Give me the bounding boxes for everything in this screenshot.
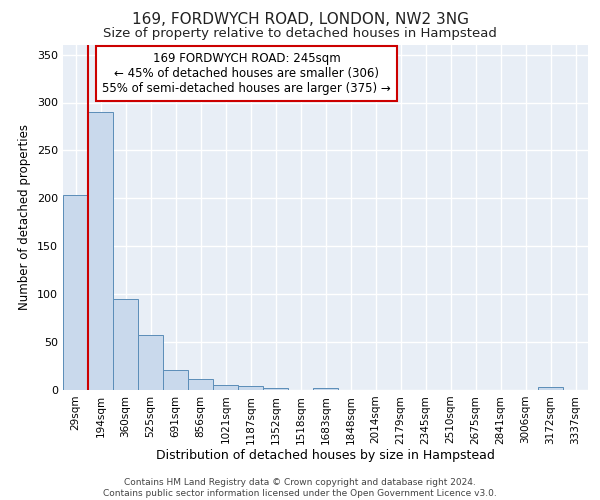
Bar — [188, 378, 213, 390]
Y-axis label: Number of detached properties: Number of detached properties — [19, 124, 31, 310]
Bar — [88, 112, 113, 390]
Bar — [63, 196, 88, 390]
Text: Contains HM Land Registry data © Crown copyright and database right 2024.
Contai: Contains HM Land Registry data © Crown c… — [103, 478, 497, 498]
X-axis label: Distribution of detached houses by size in Hampstead: Distribution of detached houses by size … — [156, 449, 495, 462]
Text: Size of property relative to detached houses in Hampstead: Size of property relative to detached ho… — [103, 28, 497, 40]
Bar — [538, 387, 563, 390]
Bar — [138, 336, 163, 390]
Bar — [163, 370, 188, 390]
Bar — [238, 386, 263, 390]
Bar — [313, 388, 338, 390]
Text: 169, FORDWYCH ROAD, LONDON, NW2 3NG: 169, FORDWYCH ROAD, LONDON, NW2 3NG — [131, 12, 469, 28]
Bar — [213, 385, 238, 390]
Bar — [113, 299, 138, 390]
Bar — [263, 388, 288, 390]
Text: 169 FORDWYCH ROAD: 245sqm
← 45% of detached houses are smaller (306)
55% of semi: 169 FORDWYCH ROAD: 245sqm ← 45% of detac… — [103, 52, 391, 95]
